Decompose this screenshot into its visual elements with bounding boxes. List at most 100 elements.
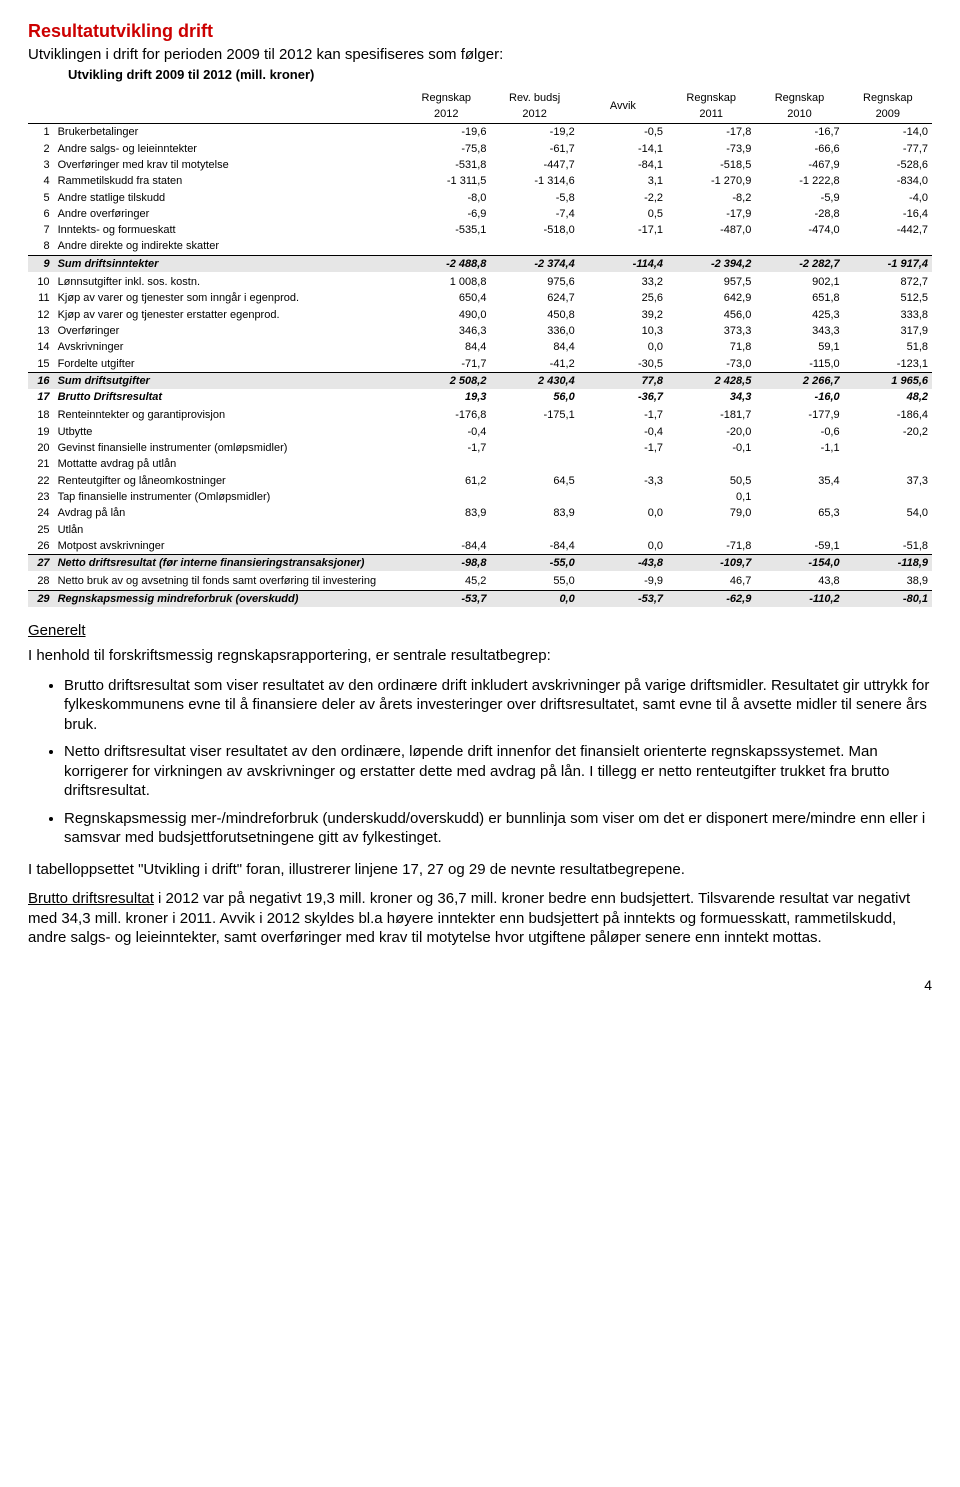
cell-value: 1 965,6 [844, 372, 932, 389]
cell-value: -43,8 [579, 555, 667, 572]
cell-value: -73,0 [667, 356, 755, 373]
cell-value: -1 270,9 [667, 173, 755, 189]
cell-value: 77,8 [579, 372, 667, 389]
cell-value: -16,7 [755, 124, 843, 141]
paragraph: Brutto driftsresultat i 2012 var på nega… [28, 889, 932, 948]
cell-value: -53,7 [402, 590, 490, 607]
table-row: 17Brutto Driftsresultat19,356,0-36,734,3… [28, 389, 932, 405]
table-body: 1Brukerbetalinger-19,6-19,2-0,5-17,8-16,… [28, 124, 932, 607]
table-row: 6Andre overføringer-6,9-7,40,5-17,9-28,8… [28, 206, 932, 222]
row-number: 20 [28, 440, 54, 456]
cell-value: -71,8 [667, 538, 755, 555]
cell-value: 490,0 [402, 307, 490, 323]
row-label: Netto driftsresultat (før interne finans… [54, 555, 403, 572]
cell-value: 59,1 [755, 339, 843, 355]
cell-value: 55,0 [490, 571, 578, 590]
cell-value: -53,7 [579, 590, 667, 607]
cell-value: 317,9 [844, 323, 932, 339]
list-item: Brutto driftsresultat som viser resultat… [64, 676, 932, 735]
cell-value: -7,4 [490, 206, 578, 222]
cell-value: -9,9 [579, 571, 667, 590]
row-number: 2 [28, 141, 54, 157]
row-label: Utbytte [54, 424, 403, 440]
cell-value [755, 522, 843, 538]
cell-value: -5,8 [490, 190, 578, 206]
table-row: 4Rammetilskudd fra staten-1 311,5-1 314,… [28, 173, 932, 189]
cell-value: 56,0 [490, 389, 578, 405]
row-label: Brutto Driftsresultat [54, 389, 403, 405]
cell-value [844, 522, 932, 538]
table-row: 28Netto bruk av og avsetning til fonds s… [28, 571, 932, 590]
cell-value: 35,4 [755, 473, 843, 489]
row-number: 5 [28, 190, 54, 206]
cell-value: 0,1 [667, 489, 755, 505]
row-label: Andre overføringer [54, 206, 403, 222]
row-label: Andre direkte og indirekte skatter [54, 238, 403, 255]
table-row: 22Renteutgifter og låneomkostninger61,26… [28, 473, 932, 489]
cell-value: -518,5 [667, 157, 755, 173]
cell-value: 46,7 [667, 571, 755, 590]
paragraph-rest: i 2012 var på negativt 19,3 mill. kroner… [28, 890, 910, 946]
header-row-2: 2012 2012 2011 2010 2009 [28, 106, 932, 124]
row-label: Avdrag på lån [54, 505, 403, 521]
row-label: Sum driftsinntekter [54, 255, 403, 272]
table-row: 13Overføringer346,3336,010,3373,3343,331… [28, 323, 932, 339]
table-row: 25Utlån [28, 522, 932, 538]
row-label: Inntekts- og formueskatt [54, 222, 403, 238]
cell-value: 624,7 [490, 290, 578, 306]
col-h1-5: Regnskap [667, 90, 755, 106]
cell-value: 512,5 [844, 290, 932, 306]
row-number: 26 [28, 538, 54, 555]
cell-value: -1,7 [579, 405, 667, 423]
cell-value: 79,0 [667, 505, 755, 521]
cell-value: 346,3 [402, 323, 490, 339]
row-number: 14 [28, 339, 54, 355]
cell-value: 333,8 [844, 307, 932, 323]
cell-value [490, 489, 578, 505]
cell-value: -1,1 [755, 440, 843, 456]
cell-value: -59,1 [755, 538, 843, 555]
col-avvik: Avvik [579, 90, 667, 124]
cell-value: 0,5 [579, 206, 667, 222]
cell-value [755, 456, 843, 472]
table-row: 14Avskrivninger84,484,40,071,859,151,8 [28, 339, 932, 355]
row-label: Lønnsutgifter inkl. sos. kostn. [54, 272, 403, 290]
cell-value: -518,0 [490, 222, 578, 238]
cell-value: 10,3 [579, 323, 667, 339]
cell-value [755, 238, 843, 255]
table-row: 20Gevinst finansielle instrumenter (omlø… [28, 440, 932, 456]
table-row: 27Netto driftsresultat (før interne fina… [28, 555, 932, 572]
row-number: 3 [28, 157, 54, 173]
cell-value: -528,6 [844, 157, 932, 173]
cell-value: 45,2 [402, 571, 490, 590]
cell-value [490, 440, 578, 456]
table-row: 15Fordelte utgifter-71,7-41,2-30,5-73,0-… [28, 356, 932, 373]
cell-value [402, 238, 490, 255]
cell-value [667, 522, 755, 538]
cell-value: -2 488,8 [402, 255, 490, 272]
cell-value: -41,2 [490, 356, 578, 373]
cell-value: 43,8 [755, 571, 843, 590]
col-h1-2: Regnskap [402, 90, 490, 106]
cell-value: 902,1 [755, 272, 843, 290]
cell-value: -61,7 [490, 141, 578, 157]
table-row: 1Brukerbetalinger-19,6-19,2-0,5-17,8-16,… [28, 124, 932, 141]
cell-value: 957,5 [667, 272, 755, 290]
row-label: Kjøp av varer og tjenester erstatter ege… [54, 307, 403, 323]
table-row: 19Utbytte-0,4-0,4-20,0-0,6-20,2 [28, 424, 932, 440]
table-row: 7Inntekts- og formueskatt-535,1-518,0-17… [28, 222, 932, 238]
cell-value: -186,4 [844, 405, 932, 423]
row-label: Netto bruk av og avsetning til fonds sam… [54, 571, 403, 590]
cell-value: 51,8 [844, 339, 932, 355]
cell-value: 19,3 [402, 389, 490, 405]
row-number: 22 [28, 473, 54, 489]
row-number: 21 [28, 456, 54, 472]
cell-value: -55,0 [490, 555, 578, 572]
cell-value: -109,7 [667, 555, 755, 572]
cell-value: -6,9 [402, 206, 490, 222]
list-item: Regnskapsmessig mer-/mindreforbruk (unde… [64, 809, 932, 848]
cell-value [844, 238, 932, 255]
row-label: Kjøp av varer og tjenester som inngår i … [54, 290, 403, 306]
cell-value: 872,7 [844, 272, 932, 290]
cell-value: 2 508,2 [402, 372, 490, 389]
